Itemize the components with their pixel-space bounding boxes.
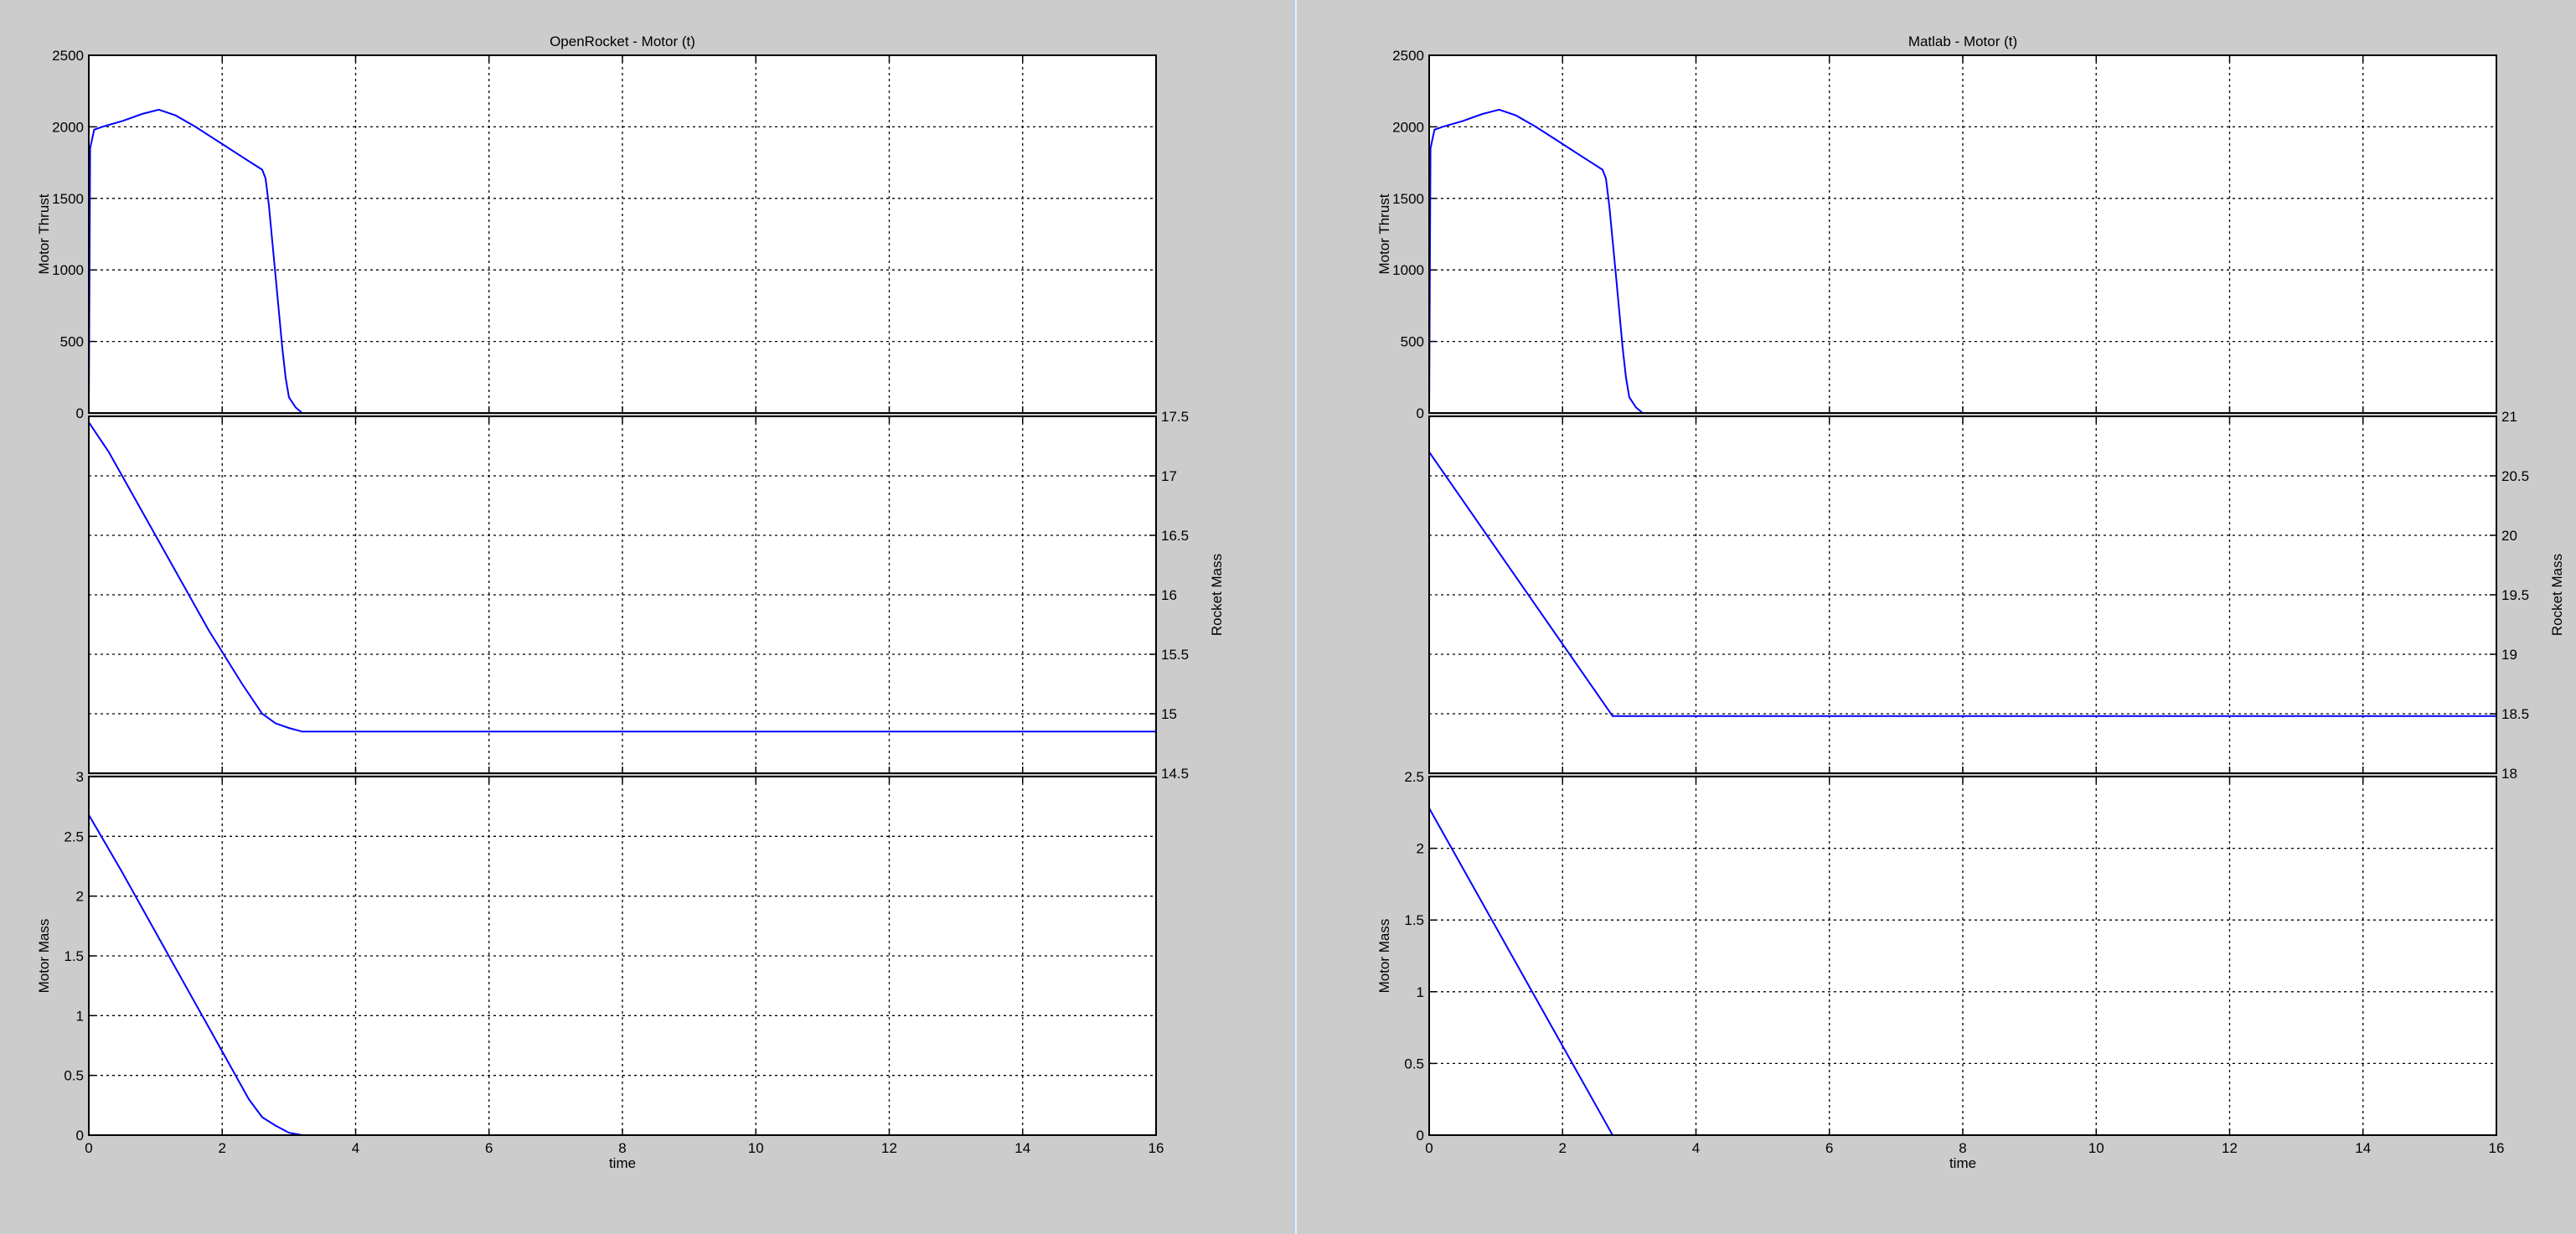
y-tick-label: 1: [76, 1008, 84, 1024]
y-tick-label: 500: [1401, 334, 1424, 350]
series-line: [88, 814, 1156, 1136]
plot-border: [88, 416, 1157, 774]
y-tick-label: 16.5: [1161, 528, 1189, 544]
y-tick-label: 2500: [52, 48, 84, 64]
y-tick-label: 17: [1161, 468, 1177, 484]
chart-2: Matlab - Motor (t)05001000150020002500Mo…: [1376, 34, 2565, 1171]
x-tick-label: 10: [2088, 1140, 2104, 1156]
chart-title: Matlab - Motor (t): [1908, 34, 2017, 49]
y-tick-label: 17.5: [1161, 409, 1189, 425]
x-tick-label: 16: [1149, 1140, 1164, 1156]
y-tick-label: 20: [2501, 528, 2517, 544]
y-tick-label: 1.5: [64, 948, 84, 964]
x-tick-label: 6: [485, 1140, 493, 1156]
x-tick-label: 0: [1425, 1140, 1433, 1156]
x-tick-label: 2: [1559, 1140, 1567, 1156]
x-tick-label: 10: [748, 1140, 764, 1156]
y-tick-label: 2: [76, 889, 84, 905]
panel-1: 0 500 1000 1500 2000 2500 Motor Thrust: [36, 48, 1157, 421]
y-tick-label: 1500: [1392, 191, 1424, 207]
figure-divider: [1293, 0, 1295, 1234]
plot-border: [88, 776, 1157, 1136]
x-tick-label: 12: [881, 1140, 897, 1156]
x-axis-label: time: [1949, 1155, 1976, 1171]
x-axis-label: time: [609, 1155, 636, 1171]
y-tick-label: 2000: [52, 119, 84, 135]
chart-title: OpenRocket - Motor (t): [550, 34, 695, 49]
y-tick-label: 1000: [52, 262, 84, 278]
plot-border: [88, 54, 1157, 414]
series-line: [88, 108, 1156, 414]
y-tick-label: 0: [1417, 1128, 1424, 1144]
x-tick-label: 8: [1959, 1140, 1966, 1156]
y-axis-label: Rocket Mass: [1209, 554, 1225, 636]
y-tick-label: 15.5: [1161, 647, 1189, 663]
y-tick-label: 2.5: [1404, 769, 1424, 785]
plot-border: [1428, 776, 2497, 1136]
y-tick-label: 18.5: [2501, 706, 2529, 722]
x-tick-label: 8: [618, 1140, 626, 1156]
figure-divider-highlight: [1295, 0, 1297, 1234]
x-tick-label: 4: [1692, 1140, 1700, 1156]
y-tick-label: 16: [1161, 587, 1177, 603]
plot-border: [1428, 54, 2497, 414]
panel-2: 14.5 15 15.5 16 16.5 17 17.5 Rocket Mass: [88, 409, 1225, 782]
plot-border: [1428, 416, 2497, 774]
y-tick-label: 19: [2501, 647, 2517, 663]
panel-1: 0 500 1000 1500 2000 2500 Motor Thrust: [1376, 48, 2497, 421]
y-tick-label: 2.5: [64, 829, 84, 844]
x-tick-label: 2: [219, 1140, 226, 1156]
panel-2: 18 18.5 19 19.5 20 20.5 21 Rocket Mass: [1428, 409, 2565, 782]
series-line: [1428, 452, 2496, 717]
y-tick-label: 2000: [1392, 119, 1424, 135]
y-axis-label: Motor Thrust: [1376, 194, 1392, 274]
chart-1: OpenRocket - Motor (t)050010001500200025…: [36, 34, 1225, 1171]
x-tick-label: 6: [1825, 1140, 1833, 1156]
y-tick-label: 20.5: [2501, 468, 2529, 484]
panel-3: 0 0.5 1 1.5 2 2.5 Motor Mass: [1376, 769, 2497, 1144]
x-tick-label: 12: [2222, 1140, 2238, 1156]
y-tick-label: 1: [1417, 984, 1424, 1000]
y-axis-label: Motor Mass: [36, 919, 52, 994]
y-tick-label: 1500: [52, 191, 84, 207]
y-tick-label: 21: [2501, 409, 2517, 425]
y-tick-label: 500: [60, 334, 84, 350]
y-tick-label: 18: [2501, 766, 2517, 782]
panel-3: 0 0.5 1 1.5 2 2.5 3 Motor Mass: [36, 769, 1157, 1144]
y-tick-label: 14.5: [1161, 766, 1189, 782]
y-tick-label: 0.5: [64, 1068, 84, 1084]
x-tick-label: 4: [352, 1140, 359, 1156]
y-tick-label: 0: [1417, 405, 1424, 421]
y-tick-label: 0: [76, 1128, 84, 1144]
series-line: [1428, 108, 2496, 414]
y-tick-label: 19.5: [2501, 587, 2529, 603]
y-tick-label: 15: [1161, 706, 1177, 722]
y-tick-label: 0.5: [1404, 1056, 1424, 1071]
x-tick-label: 0: [85, 1140, 92, 1156]
y-tick-label: 1000: [1392, 262, 1424, 278]
x-tick-label: 14: [1014, 1140, 1030, 1156]
y-axis-label: Rocket Mass: [2549, 554, 2565, 636]
y-tick-label: 2: [1417, 841, 1424, 857]
series-line: [88, 421, 1156, 733]
x-tick-label: 14: [2355, 1140, 2371, 1156]
y-tick-label: 2500: [1392, 48, 1424, 64]
y-tick-label: 3: [76, 769, 84, 785]
x-tick-label: 16: [2489, 1140, 2505, 1156]
y-tick-label: 1.5: [1404, 912, 1424, 928]
y-axis-label: Motor Thrust: [36, 194, 52, 274]
y-axis-label: Motor Mass: [1376, 919, 1392, 994]
y-tick-label: 0: [76, 405, 84, 421]
